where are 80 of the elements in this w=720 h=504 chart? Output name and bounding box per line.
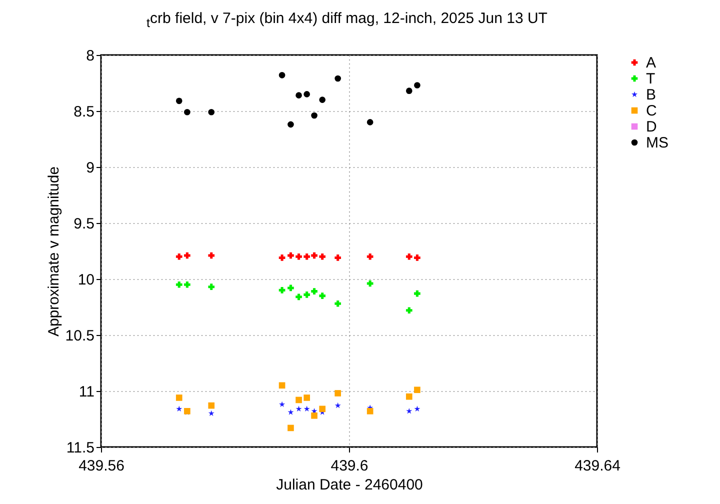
- point: [319, 253, 326, 260]
- point: [278, 382, 286, 389]
- point: [296, 253, 302, 260]
- y-tick-label: 10.5: [65, 328, 94, 344]
- x-tick-label: 439.56: [78, 458, 124, 474]
- point: [176, 406, 182, 412]
- point: [184, 252, 190, 259]
- point: [184, 281, 190, 288]
- point: [334, 390, 342, 396]
- point: [208, 410, 214, 416]
- point: [296, 406, 302, 412]
- point: [334, 75, 341, 82]
- y-tick-label: 8.5: [74, 104, 94, 120]
- point: [366, 408, 374, 414]
- point: [319, 292, 326, 299]
- y-tick-label: 9.5: [74, 216, 94, 232]
- point: [304, 292, 310, 298]
- point: [406, 408, 412, 414]
- y-tick-label: 11: [78, 384, 94, 400]
- point: [279, 401, 286, 407]
- point: [406, 307, 412, 314]
- point: [278, 254, 286, 261]
- point: [414, 406, 420, 412]
- point: [304, 406, 310, 412]
- y-tick-label: 11.5: [66, 440, 94, 456]
- point: [319, 96, 326, 103]
- point: [288, 409, 294, 415]
- point: [288, 252, 294, 259]
- point: [304, 394, 310, 401]
- point: [176, 281, 182, 288]
- point: [288, 424, 294, 432]
- point: [176, 98, 182, 104]
- point: [176, 253, 182, 260]
- legend-label: B: [646, 86, 656, 104]
- point: [296, 92, 302, 98]
- point: [296, 294, 302, 300]
- legend-label: A: [646, 54, 656, 72]
- point: [288, 284, 294, 292]
- point: [288, 121, 294, 128]
- point: [311, 412, 318, 419]
- x-tick-label: 439.6: [330, 458, 368, 474]
- point: [208, 402, 215, 409]
- point: [208, 284, 215, 290]
- legend-label: C: [646, 102, 657, 120]
- point: [304, 253, 310, 260]
- point: [319, 406, 326, 412]
- point: [208, 108, 215, 116]
- point: [406, 393, 412, 400]
- point: [406, 88, 412, 94]
- point: [334, 300, 341, 307]
- point: [311, 288, 318, 294]
- y-tick-label: 10: [78, 272, 94, 288]
- chart-title: $_{t}$crb field, v 7-pix (bin 4x4) diff mag, 12-inch, 2025 Jun 13 UT: [146, 10, 548, 30]
- legend-label: T: [646, 70, 656, 88]
- point: [414, 82, 420, 88]
- y-axis-title: Approximate v magnitude: [45, 166, 62, 337]
- point: [208, 252, 215, 259]
- x-axis-title: Julian Date - 2460400: [276, 476, 423, 494]
- point: [406, 253, 412, 260]
- legend-label: MS: [646, 134, 668, 152]
- y-tick-label: 9: [86, 160, 94, 176]
- point: [366, 280, 374, 287]
- point: [278, 287, 286, 294]
- point: [176, 394, 182, 401]
- point: [366, 119, 374, 126]
- point: [304, 91, 310, 98]
- point: [366, 253, 374, 260]
- point: [278, 72, 286, 78]
- point: [311, 252, 318, 259]
- point: [296, 396, 302, 404]
- point: [311, 112, 318, 119]
- point: [184, 108, 190, 116]
- point: [414, 290, 420, 297]
- point: [414, 386, 420, 394]
- point: [334, 254, 341, 261]
- point: [334, 402, 341, 408]
- y-tick-label: 8: [86, 48, 94, 64]
- legend-label: D: [646, 118, 657, 136]
- point: [414, 254, 420, 261]
- x-tick-label: 439.64: [574, 458, 620, 474]
